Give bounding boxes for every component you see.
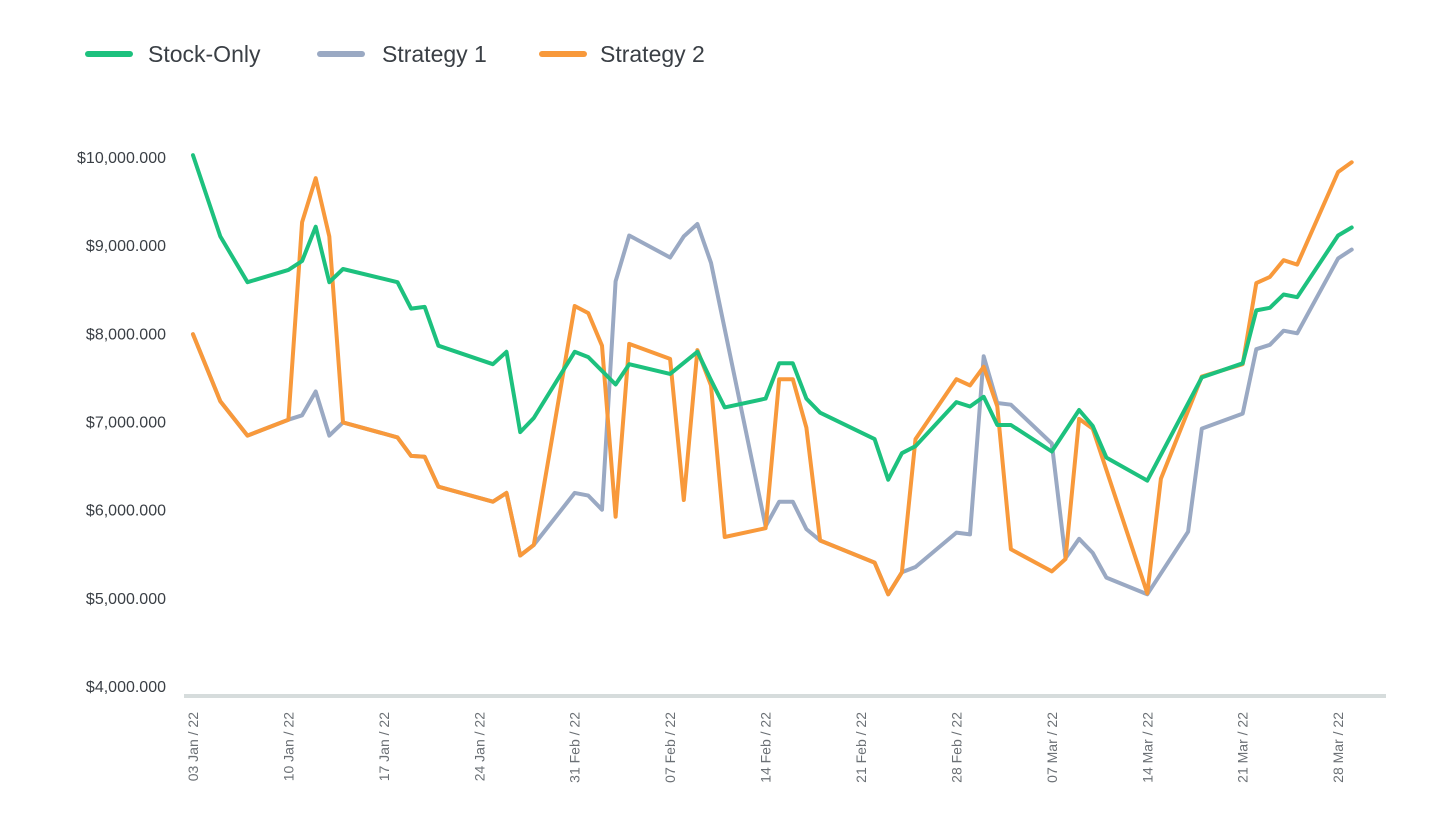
chart-legend: Stock-Only Strategy 1 Strategy 2 bbox=[85, 41, 705, 67]
x-tick-label: 28 Feb / 22 bbox=[948, 712, 964, 783]
x-axis: 03 Jan / 22 10 Jan / 22 17 Jan / 22 24 Jan … bbox=[184, 694, 1386, 783]
plot-area bbox=[191, 153, 1354, 597]
series-line-strategy-2 bbox=[191, 160, 1354, 597]
legend-item-strategy-1[interactable]: Strategy 1 bbox=[317, 41, 487, 67]
y-tick-label: $5,000.000 bbox=[86, 591, 166, 608]
legend-label-strategy-2: Strategy 2 bbox=[600, 41, 705, 67]
x-tick-label: 10 Jan / 22 bbox=[280, 712, 296, 781]
y-tick-label: $9,000.000 bbox=[86, 238, 166, 255]
series-line-strategy-1 bbox=[191, 222, 1354, 597]
y-tick-label: $4,000.000 bbox=[86, 679, 166, 696]
x-tick-label: 24 Jan / 22 bbox=[471, 712, 487, 781]
y-tick-label: $6,000.000 bbox=[86, 503, 166, 520]
legend-item-stock-only[interactable]: Stock-Only bbox=[85, 41, 261, 67]
x-tick-label: 31 Feb / 22 bbox=[567, 712, 583, 783]
legend-item-strategy-2[interactable]: Strategy 2 bbox=[539, 41, 705, 67]
legend-label-strategy-1: Strategy 1 bbox=[382, 41, 487, 67]
x-tick-label: 03 Jan / 22 bbox=[185, 712, 201, 781]
x-tick-label: 17 Jan / 22 bbox=[376, 712, 392, 781]
x-tick-label: 21 Mar / 22 bbox=[1235, 712, 1251, 783]
legend-label-stock-only: Stock-Only bbox=[148, 41, 261, 67]
x-tick-label: 28 Mar / 22 bbox=[1330, 712, 1346, 783]
x-tick-label: 14 Feb / 22 bbox=[758, 712, 774, 783]
y-tick-label: $8,000.000 bbox=[86, 326, 166, 343]
x-tick-label: 21 Feb / 22 bbox=[853, 712, 869, 783]
x-tick-label: 07 Feb / 22 bbox=[662, 712, 678, 783]
y-axis: $4,000.000 $5,000.000 $6,000.000 $7,000.000… bbox=[77, 150, 166, 696]
y-tick-label: $10,000.000 bbox=[77, 150, 166, 167]
x-tick-label: 14 Mar / 22 bbox=[1139, 712, 1155, 783]
y-tick-label: $7,000.000 bbox=[86, 415, 166, 432]
series-line-stock-only bbox=[191, 153, 1354, 483]
x-tick-label: 07 Mar / 22 bbox=[1044, 712, 1060, 783]
